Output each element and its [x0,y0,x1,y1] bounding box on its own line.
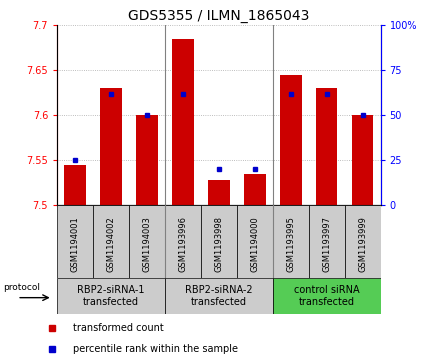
Text: RBP2-siRNA-1
transfected: RBP2-siRNA-1 transfected [77,285,145,307]
Text: GSM1193996: GSM1193996 [179,216,187,272]
Bar [57,205,93,278]
Text: GSM1193995: GSM1193995 [286,216,295,272]
Text: GSM1193998: GSM1193998 [214,216,224,272]
Text: GSM1194001: GSM1194001 [71,216,80,272]
Text: transformed count: transformed count [73,323,163,333]
Bar [352,115,374,205]
Bar [316,88,337,205]
Text: GSM1194000: GSM1194000 [250,216,259,272]
Bar [165,205,201,278]
Bar [244,174,266,205]
Bar [165,278,273,314]
Bar [273,205,309,278]
Bar [237,205,273,278]
Bar [129,205,165,278]
Text: RBP2-siRNA-2
transfected: RBP2-siRNA-2 transfected [185,285,253,307]
Text: percentile rank within the sample: percentile rank within the sample [73,344,238,354]
Text: GSM1194002: GSM1194002 [106,216,116,272]
Text: GSM1194003: GSM1194003 [143,216,151,272]
Bar [64,165,86,205]
Bar [93,205,129,278]
Bar [309,205,345,278]
Bar [136,115,158,205]
Text: protocol: protocol [3,284,40,292]
Text: control siRNA
transfected: control siRNA transfected [294,285,359,307]
Bar [345,205,381,278]
Bar [57,278,165,314]
Bar [280,75,301,205]
Bar [273,278,381,314]
Bar [208,180,230,205]
Bar [172,39,194,205]
Title: GDS5355 / ILMN_1865043: GDS5355 / ILMN_1865043 [128,9,310,23]
Bar [100,88,122,205]
Text: GSM1193999: GSM1193999 [358,216,367,272]
Bar [201,205,237,278]
Text: GSM1193997: GSM1193997 [322,216,331,272]
